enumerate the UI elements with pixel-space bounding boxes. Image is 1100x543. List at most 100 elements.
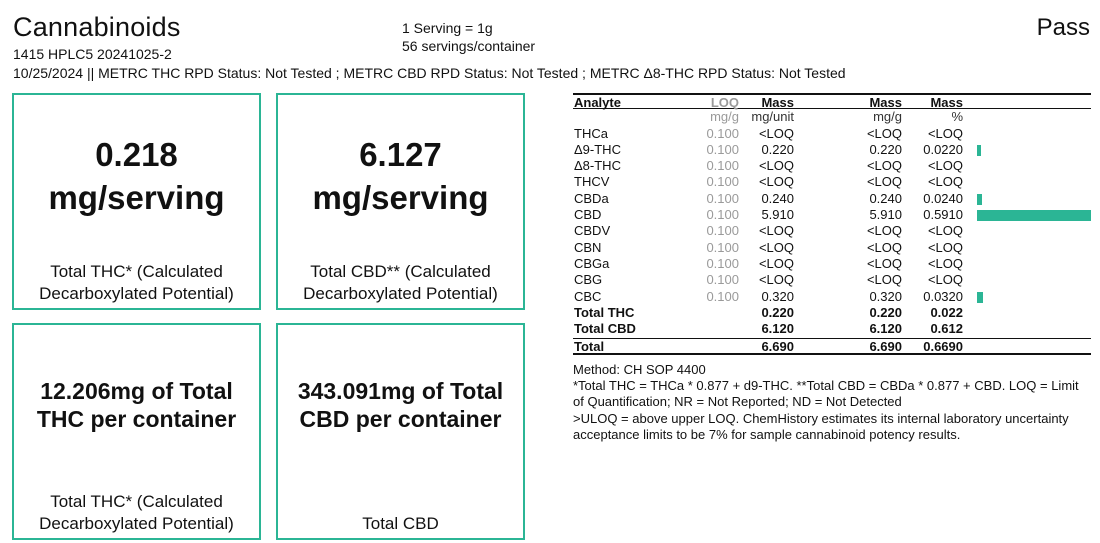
table-header-row: Analyte LOQ Mass Mass Mass bbox=[573, 93, 1091, 110]
analyte-mg-g: <LOQ bbox=[866, 125, 902, 141]
analyte-mg-unit: 0.220 bbox=[761, 141, 794, 157]
analyte-mg-unit: <LOQ bbox=[758, 255, 794, 271]
grand-total-label: Total bbox=[574, 339, 605, 355]
analyte-mg-unit: <LOQ bbox=[758, 239, 794, 255]
analyte-name: CBD bbox=[574, 207, 602, 223]
table-row: CBGa 0.100 <LOQ <LOQ <LOQ bbox=[573, 256, 1091, 272]
analyte-loq: 0.100 bbox=[706, 158, 739, 174]
analyte-name: THCa bbox=[574, 125, 608, 141]
rpd-status-line: 10/25/2024 || METRC THC RPD Status: Not … bbox=[13, 65, 846, 81]
total-cbd-mg-g: 6.120 bbox=[869, 321, 902, 337]
analyte-loq: 0.100 bbox=[706, 223, 739, 239]
analyte-name: CBC bbox=[574, 288, 602, 304]
analyte-loq: 0.100 bbox=[706, 207, 739, 223]
analyte-name: Δ9-THC bbox=[574, 141, 621, 157]
total-thc-container-line-1: 12.206mg of Total bbox=[40, 378, 233, 404]
total-thc-container-card: 12.206mg of Total THC per container Tota… bbox=[12, 323, 261, 540]
total-cbd-container-card: 343.091mg of Total CBD per container Tot… bbox=[276, 323, 525, 540]
analyte-loq: 0.100 bbox=[706, 255, 739, 271]
analyte-mg-unit: <LOQ bbox=[758, 158, 794, 174]
table-row: THCV 0.100 <LOQ <LOQ <LOQ bbox=[573, 174, 1091, 190]
total-cbd-percent: 0.612 bbox=[930, 321, 963, 337]
analyte-name: CBN bbox=[574, 239, 602, 255]
total-cbd-serving-caption-2: Decarboxylated Potential) bbox=[303, 284, 498, 303]
analyte-percent: <LOQ bbox=[927, 223, 963, 239]
analyte-mg-g: <LOQ bbox=[866, 272, 902, 288]
total-cbd-container-line-2: CBD per container bbox=[299, 406, 502, 432]
analyte-name: CBDa bbox=[574, 190, 609, 206]
grand-total-row: Total 6.690 6.690 0.6690 bbox=[573, 338, 1091, 355]
analyte-mg-unit: <LOQ bbox=[758, 125, 794, 141]
analyte-percent: 0.5910 bbox=[923, 207, 963, 223]
table-row: Δ9-THC 0.100 0.220 0.220 0.0220 bbox=[573, 142, 1091, 158]
cannabinoid-table: Analyte LOQ Mass Mass Mass mg/g mg/unit … bbox=[573, 93, 1091, 355]
sample-id: 1415 HPLC5 20241025-2 bbox=[13, 46, 172, 62]
analyte-percent: <LOQ bbox=[927, 239, 963, 255]
analyte-loq: 0.100 bbox=[706, 174, 739, 190]
serving-size: 1 Serving = 1g bbox=[402, 20, 493, 36]
total-cbd-mg-unit: 6.120 bbox=[761, 321, 794, 337]
analyte-loq: 0.100 bbox=[706, 272, 739, 288]
analyte-percent: <LOQ bbox=[927, 174, 963, 190]
analyte-percent: <LOQ bbox=[927, 255, 963, 271]
pass-status: Pass bbox=[1036, 14, 1090, 41]
analyte-mg-g: <LOQ bbox=[866, 223, 902, 239]
percent-bar bbox=[977, 144, 981, 156]
table-row: CBN 0.100 <LOQ <LOQ <LOQ bbox=[573, 240, 1091, 256]
total-thc-label: Total THC bbox=[574, 304, 635, 320]
total-cbd-serving-unit: mg/serving bbox=[312, 179, 489, 216]
analyte-name: CBGa bbox=[574, 255, 610, 271]
header-mass-percent: Mass bbox=[930, 95, 963, 110]
analyte-percent: <LOQ bbox=[927, 272, 963, 288]
total-thc-container-caption-2: Decarboxylated Potential) bbox=[39, 514, 234, 533]
analyte-loq: 0.100 bbox=[706, 141, 739, 157]
analyte-mg-g: 5.910 bbox=[869, 207, 902, 223]
total-cbd-serving-value: 6.127 bbox=[359, 136, 442, 173]
analyte-mg-unit: 5.910 bbox=[761, 207, 794, 223]
servings-per-container: 56 servings/container bbox=[402, 38, 536, 54]
analyte-mg-g: 0.240 bbox=[869, 190, 902, 206]
table-units-row: mg/g mg/unit mg/g % bbox=[573, 109, 1091, 125]
analyte-mg-g: 0.320 bbox=[869, 288, 902, 304]
total-thc-row: Total THC 0.220 0.220 0.022 bbox=[573, 305, 1091, 321]
total-cbd-serving-card: 6.127 mg/serving Total CBD** (Calculated… bbox=[276, 93, 525, 310]
table-row: CBDa 0.100 0.240 0.240 0.0240 bbox=[573, 191, 1091, 207]
analyte-loq: 0.100 bbox=[706, 190, 739, 206]
page-title: Cannabinoids bbox=[13, 12, 181, 42]
total-cbd-serving-caption-1: Total CBD** (Calculated bbox=[310, 262, 491, 281]
analyte-mg-g: <LOQ bbox=[866, 174, 902, 190]
table-row: CBDV 0.100 <LOQ <LOQ <LOQ bbox=[573, 223, 1091, 239]
table-row: CBC 0.100 0.320 0.320 0.0320 bbox=[573, 289, 1091, 305]
total-cbd-row: Total CBD 6.120 6.120 0.612 bbox=[573, 321, 1091, 337]
total-thc-serving-value: 0.218 bbox=[95, 136, 178, 173]
header-mass-per-unit: Mass bbox=[761, 95, 794, 110]
unit-loq: mg/g bbox=[710, 109, 739, 125]
analyte-mg-g: <LOQ bbox=[866, 158, 902, 174]
unit-mass-per-gram: mg/g bbox=[873, 109, 902, 125]
total-thc-mg-unit: 0.220 bbox=[761, 304, 794, 320]
unit-mass-per-unit: mg/unit bbox=[751, 109, 794, 125]
analyte-percent: 0.0320 bbox=[923, 288, 963, 304]
header-analyte: Analyte bbox=[574, 95, 621, 110]
analyte-loq: 0.100 bbox=[706, 288, 739, 304]
analyte-name: CBG bbox=[574, 272, 603, 288]
unit-mass-percent: % bbox=[951, 109, 963, 125]
total-cbd-label: Total CBD bbox=[574, 321, 636, 337]
header-mass-per-gram: Mass bbox=[869, 95, 902, 110]
table-row: CBD 0.100 5.910 5.910 0.5910 bbox=[573, 207, 1091, 223]
method-line: Method: CH SOP 4400 bbox=[573, 362, 706, 377]
table-row: CBG 0.100 <LOQ <LOQ <LOQ bbox=[573, 272, 1091, 288]
total-thc-serving-caption-2: Decarboxylated Potential) bbox=[39, 284, 234, 303]
table-row: Δ8-THC 0.100 <LOQ <LOQ <LOQ bbox=[573, 158, 1091, 174]
total-thc-serving-caption-1: Total THC* (Calculated bbox=[50, 262, 223, 281]
grand-total-mg-unit: 6.690 bbox=[761, 339, 794, 355]
total-thc-mg-g: 0.220 bbox=[869, 304, 902, 320]
footnote-uncertainty: >ULOQ = above upper LOQ. ChemHistory est… bbox=[573, 410, 1069, 442]
analyte-percent: <LOQ bbox=[927, 158, 963, 174]
analyte-name: THCV bbox=[574, 174, 610, 190]
percent-bar bbox=[977, 210, 1091, 222]
analyte-percent: 0.0240 bbox=[923, 190, 963, 206]
table-row: THCa 0.100 <LOQ <LOQ <LOQ bbox=[573, 126, 1091, 142]
total-cbd-container-caption: Total CBD bbox=[362, 514, 439, 533]
analyte-loq: 0.100 bbox=[706, 125, 739, 141]
